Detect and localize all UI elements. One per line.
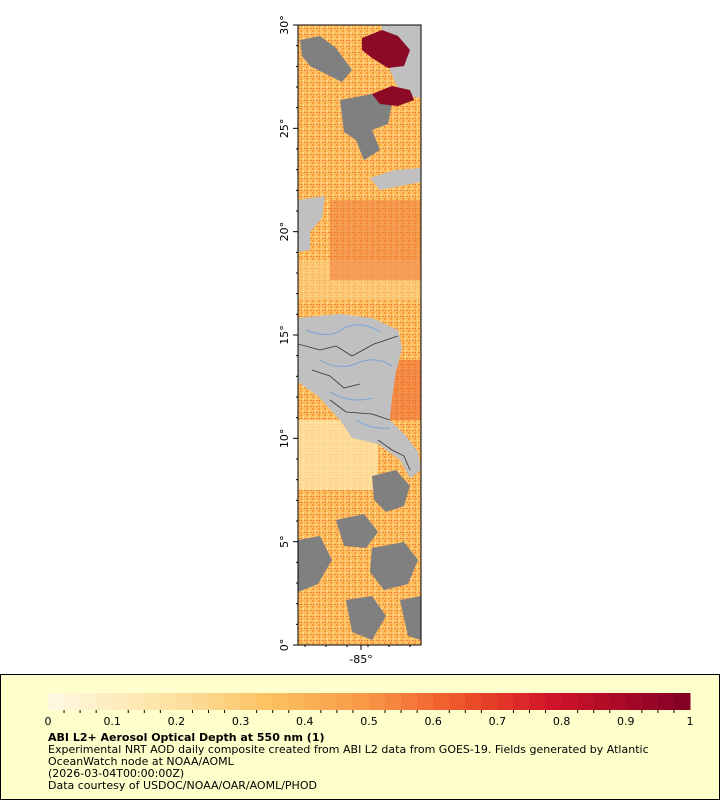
colorbar-tick-label: 0.7 bbox=[489, 715, 507, 728]
colorbar-step bbox=[369, 693, 386, 710]
land-cuba bbox=[370, 168, 421, 190]
colorbar-step bbox=[561, 693, 579, 710]
colorbar-step bbox=[208, 693, 226, 710]
aod-map: 0° 5° 10° 15° 20° 25° 30° -85° bbox=[278, 15, 422, 666]
colorbar-step bbox=[417, 693, 434, 710]
colorbar-step bbox=[64, 693, 81, 710]
colorbar-step bbox=[529, 693, 547, 710]
colorbar-tick-label: 0.5 bbox=[360, 715, 378, 728]
legend-credit: Data courtesy of USDOC/NOAA/OAR/AOML/PHO… bbox=[48, 779, 317, 792]
colorbar-tick-label: 0.6 bbox=[424, 715, 442, 728]
legend-panel: 0 0.1 0.2 0.3 0.4 0.5 0.6 0.7 0.8 0.9 1 ABI L2+ Ae… bbox=[0, 674, 720, 800]
land-central-america bbox=[298, 314, 421, 478]
land-yucatan bbox=[298, 196, 325, 252]
colorbar-step bbox=[128, 693, 145, 710]
colorbar-tick-label: 0.3 bbox=[232, 715, 250, 728]
colorbar-step bbox=[224, 693, 242, 710]
colorbar: 0 0.1 0.2 0.3 0.4 0.5 0.6 0.7 0.8 0.9 1 bbox=[45, 693, 694, 728]
colorbar-step bbox=[513, 693, 530, 710]
nodata-south-1 bbox=[372, 470, 410, 512]
legend-title: ABI L2+ Aerosol Optical Depth at 550 nm … bbox=[48, 731, 325, 744]
colorbar-step bbox=[304, 693, 322, 710]
nodata-south-6 bbox=[400, 596, 421, 640]
colorbar-step bbox=[96, 693, 113, 710]
latitude-axis: 0° 5° 10° 15° 20° 25° 30° bbox=[278, 15, 298, 651]
colorbar-step bbox=[609, 693, 627, 710]
aod-smoke-plume-north bbox=[362, 30, 410, 68]
colorbar-step bbox=[481, 693, 498, 710]
colorbar-tick-label: 0.8 bbox=[553, 715, 571, 728]
legend-text: ABI L2+ Aerosol Optical Depth at 550 nm … bbox=[48, 732, 708, 792]
lat-tick-label: 0° bbox=[278, 639, 291, 652]
colorbar-step bbox=[545, 693, 563, 710]
colorbar-step bbox=[240, 693, 258, 710]
colorbar-step bbox=[272, 693, 290, 710]
colorbar-step bbox=[48, 693, 65, 710]
colorbar-tick-label: 0.2 bbox=[168, 715, 186, 728]
lon-tick-label: -85° bbox=[349, 653, 372, 666]
colorbar-step bbox=[433, 693, 450, 710]
colorbar-tick-label: 0.4 bbox=[296, 715, 314, 728]
country-borders bbox=[298, 335, 411, 471]
colorbar-tick-label: 0.1 bbox=[103, 715, 121, 728]
colorbar-step bbox=[176, 693, 193, 710]
colorbar-step bbox=[80, 693, 97, 710]
lat-tick-label: 20° bbox=[278, 222, 291, 242]
nodata-south-5 bbox=[346, 596, 386, 640]
colorbar-tick-label: 0 bbox=[45, 715, 52, 728]
colorbar-step bbox=[352, 693, 370, 710]
colorbar-step bbox=[112, 693, 129, 710]
colorbar-steps bbox=[48, 693, 691, 710]
colorbar-tick-label: 0.9 bbox=[617, 715, 635, 728]
colorbar-step bbox=[256, 693, 274, 710]
colorbar-step bbox=[320, 693, 338, 710]
colorbar-step bbox=[160, 693, 177, 710]
lat-tick-label: 5° bbox=[278, 535, 291, 548]
colorbar-ticks: 0 0.1 0.2 0.3 0.4 0.5 0.6 0.7 0.8 0.9 1 bbox=[45, 710, 694, 728]
colorbar-step bbox=[593, 693, 611, 710]
colorbar-step bbox=[288, 693, 306, 710]
nodata-south-4 bbox=[370, 542, 418, 590]
colorbar-step bbox=[192, 693, 209, 710]
map-area: 0° 5° 10° 15° 20° 25° 30° -85° bbox=[278, 15, 422, 666]
nodata-south-2 bbox=[336, 514, 378, 548]
colorbar-tick-label: 1 bbox=[687, 715, 694, 728]
colorbar-step bbox=[625, 693, 643, 710]
aod-field-high-patch bbox=[330, 200, 421, 280]
longitude-axis: -85° bbox=[304, 645, 411, 666]
lat-tick-label: 10° bbox=[278, 429, 291, 449]
colorbar-step bbox=[497, 693, 514, 710]
lat-tick-label: 30° bbox=[278, 15, 291, 35]
legend-description: Experimental NRT AOD daily composite cre… bbox=[48, 743, 653, 768]
nodata-gulf-north bbox=[340, 94, 392, 160]
colorbar-step bbox=[657, 693, 675, 710]
colorbar-step bbox=[673, 693, 691, 710]
nodata-south-3 bbox=[298, 536, 332, 592]
colorbar-step bbox=[641, 693, 659, 710]
colorbar-step bbox=[577, 693, 595, 710]
colorbar-step bbox=[385, 693, 402, 710]
legend-date: (2026-03-04T00:00:00Z) bbox=[48, 767, 185, 780]
lat-tick-label: 25° bbox=[278, 119, 291, 139]
lat-tick-label: 15° bbox=[278, 325, 291, 345]
colorbar-step bbox=[449, 693, 466, 710]
colorbar-step bbox=[401, 693, 418, 710]
colorbar-step bbox=[144, 693, 161, 710]
nodata-gulf-northwest bbox=[300, 36, 352, 82]
colorbar-step bbox=[465, 693, 482, 710]
colorbar-step bbox=[336, 693, 354, 710]
aod-smoke-plume-south bbox=[372, 86, 414, 106]
rivers bbox=[305, 324, 393, 429]
